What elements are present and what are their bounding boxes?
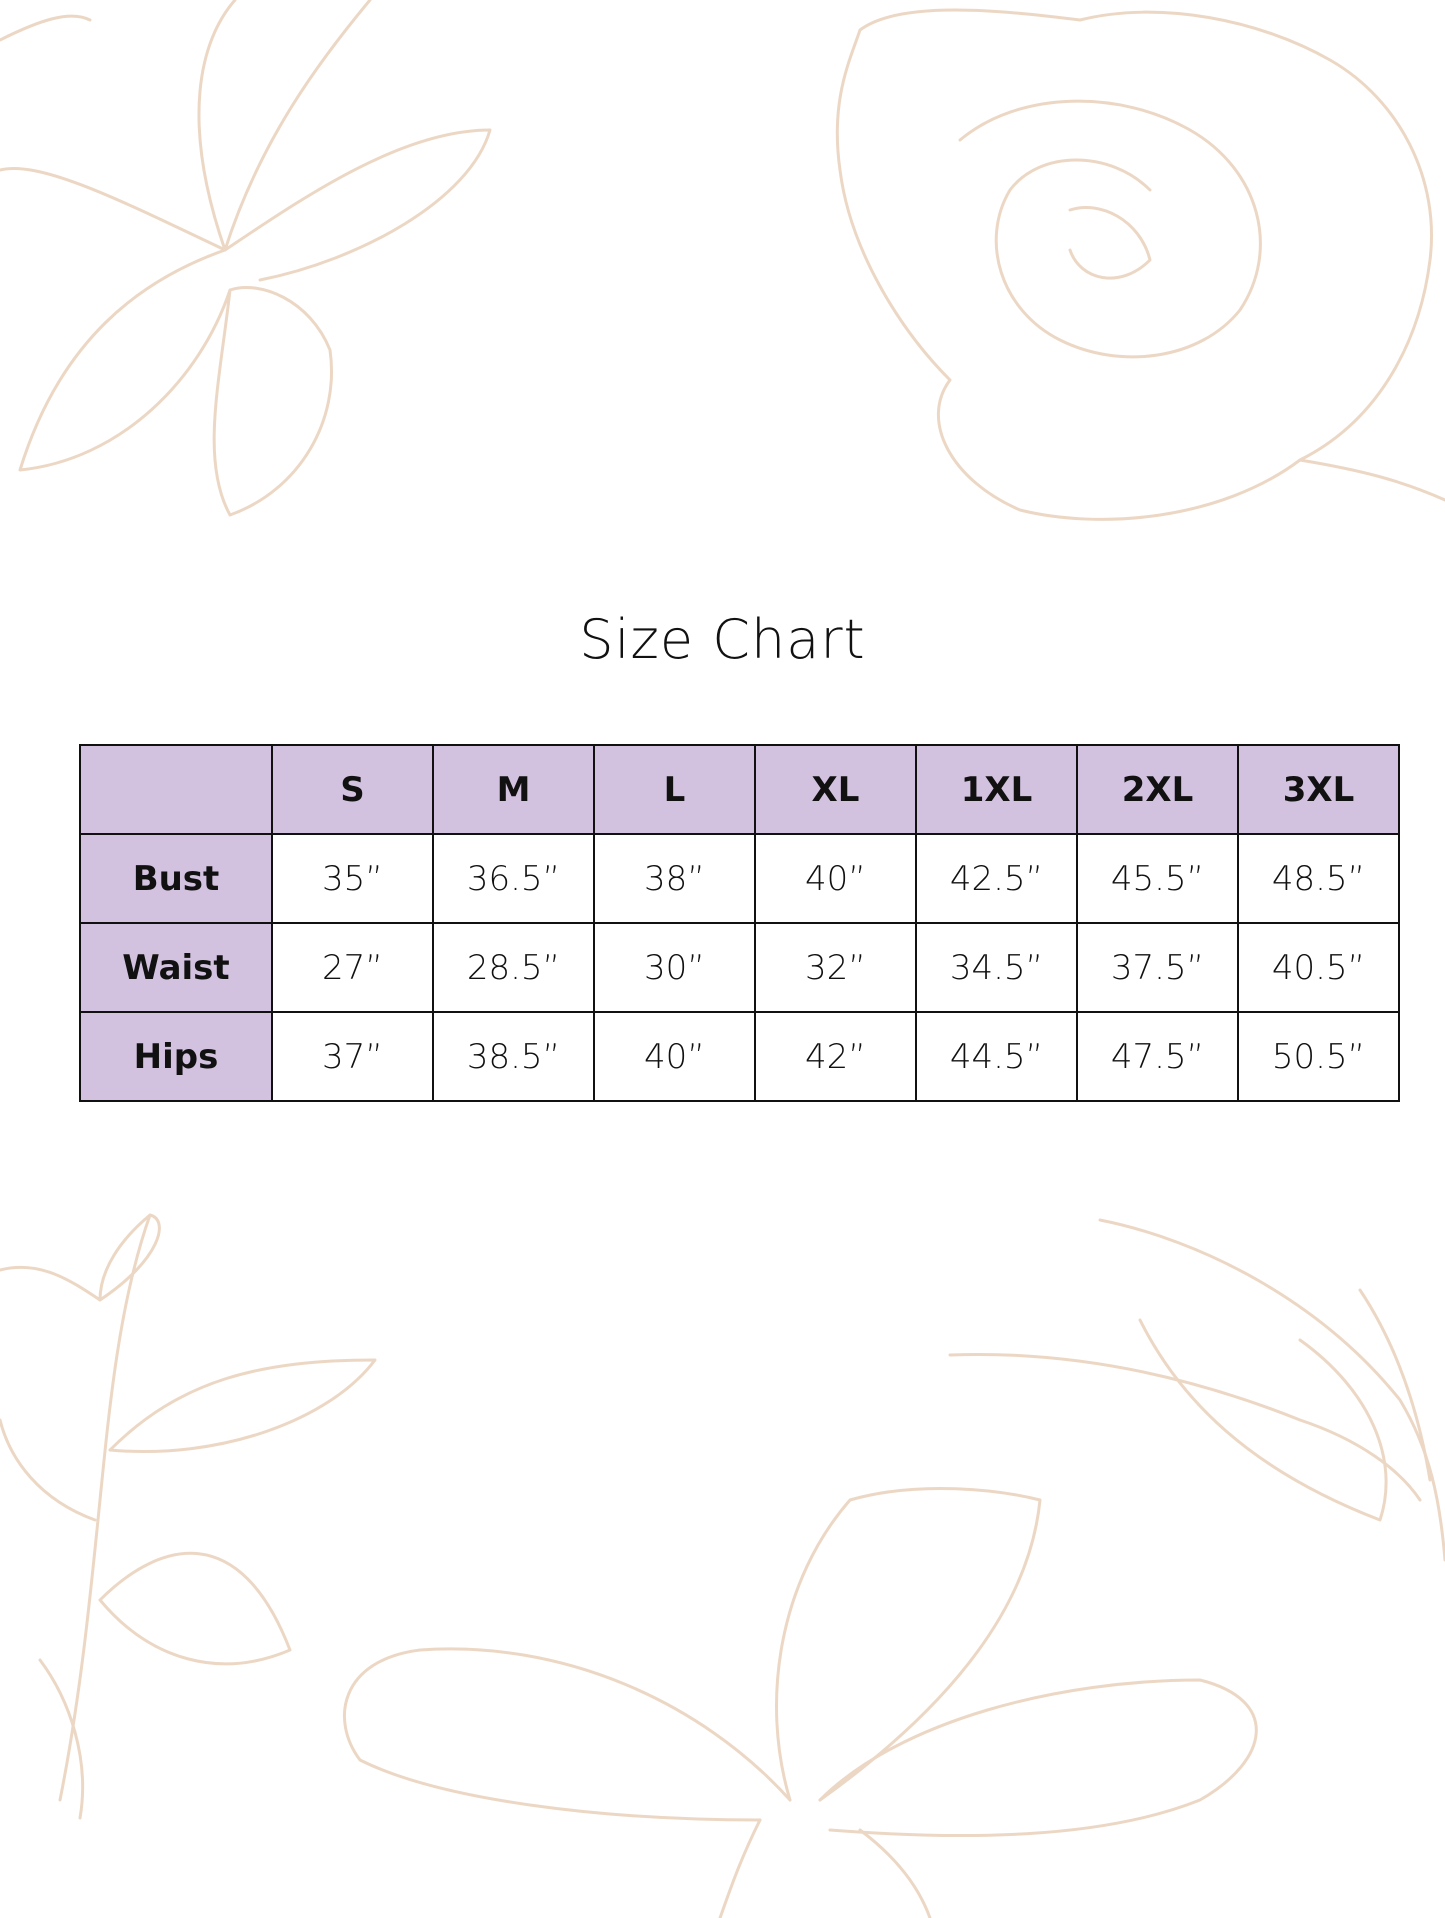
measurement-cell: 37” xyxy=(271,1011,434,1102)
size-chart-table: S M L XL 1XL 2XL 3XL Bust 35” 36.5” 38” 40” 4… xyxy=(79,744,1400,1102)
header-size-xl: XL xyxy=(754,744,917,835)
measurement-cell: 42.5” xyxy=(915,833,1078,924)
measurement-cell: 42” xyxy=(754,1011,917,1102)
page-title: Size Chart xyxy=(579,608,866,671)
measurement-cell: 28.5” xyxy=(432,922,595,1013)
measurement-cell: 50.5” xyxy=(1237,1011,1400,1102)
measurement-cell: 30” xyxy=(593,922,756,1013)
header-size-3xl: 3XL xyxy=(1237,744,1400,835)
measurement-cell: 37.5” xyxy=(1076,922,1239,1013)
rose-top-right xyxy=(835,8,1445,521)
measurement-cell: 40.5” xyxy=(1237,922,1400,1013)
row-label: Bust xyxy=(79,833,273,924)
measurement-cell: 38” xyxy=(593,833,756,924)
header-corner-cell xyxy=(79,744,273,835)
measurement-cell: 45.5” xyxy=(1076,833,1239,924)
table-row: Waist 27” 28.5” 30” 32” 34.5” 37.5” 40.5” xyxy=(79,922,1400,1013)
header-size-1xl: 1XL xyxy=(915,744,1078,835)
table-header-row: S M L XL 1XL 2XL 3XL xyxy=(79,744,1400,835)
row-label: Waist xyxy=(79,922,273,1013)
measurement-cell: 44.5” xyxy=(915,1011,1078,1102)
measurement-cell: 27” xyxy=(271,922,434,1013)
row-label: Hips xyxy=(79,1011,273,1102)
table-row: Bust 35” 36.5” 38” 40” 42.5” 45.5” 48.5” xyxy=(79,833,1400,924)
header-size-2xl: 2XL xyxy=(1076,744,1239,835)
flower-top-left xyxy=(0,0,492,517)
measurement-cell: 47.5” xyxy=(1076,1011,1239,1102)
header-size-m: M xyxy=(432,744,595,835)
measurement-cell: 48.5” xyxy=(1237,833,1400,924)
flower-bottom-center xyxy=(343,1486,1258,1918)
measurement-cell: 35” xyxy=(271,833,434,924)
measurement-cell: 36.5” xyxy=(432,833,595,924)
leaves-bottom-right xyxy=(948,1218,1445,1562)
measurement-cell: 38.5” xyxy=(432,1011,595,1102)
measurement-cell: 40” xyxy=(754,833,917,924)
header-size-s: S xyxy=(271,744,434,835)
leaves-bottom-left xyxy=(0,1213,377,1820)
table-row: Hips 37” 38.5” 40” 42” 44.5” 47.5” 50.5” xyxy=(79,1011,1400,1102)
measurement-cell: 40” xyxy=(593,1011,756,1102)
header-size-l: L xyxy=(593,744,756,835)
measurement-cell: 34.5” xyxy=(915,922,1078,1013)
measurement-cell: 32” xyxy=(754,922,917,1013)
